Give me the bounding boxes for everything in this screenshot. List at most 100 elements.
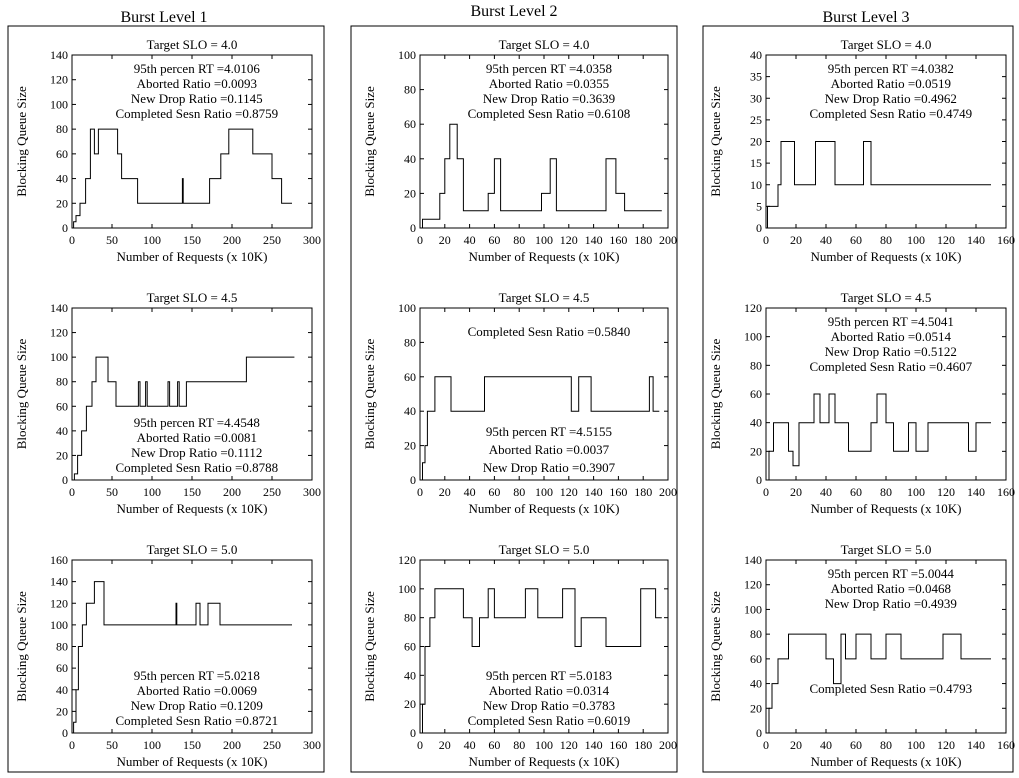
stats-annotation-line: Completed Sesn Ratio =0.4607 xyxy=(809,359,972,374)
x-tick-label: 20 xyxy=(790,738,802,752)
chart-title: Target SLO = 4.5 xyxy=(147,290,238,305)
chart-title: Target SLO = 4.0 xyxy=(147,37,238,52)
x-tick-label: 0 xyxy=(763,738,769,752)
stats-annotation-line: 95th percen RT =5.0044 xyxy=(828,566,955,581)
y-axis-label: Blocking Queue Size xyxy=(14,591,29,702)
y-tick-label: 60 xyxy=(750,652,762,666)
x-tick-label: 300 xyxy=(303,738,321,752)
x-tick-label: 60 xyxy=(850,233,862,247)
stats-annotation-line: Completed Sesn Ratio =0.8788 xyxy=(115,460,278,475)
chart-title: Target SLO = 4.5 xyxy=(499,290,590,305)
x-axis-label: Number of Requests (x 10K) xyxy=(117,249,268,264)
x-tick-label: 100 xyxy=(143,233,161,247)
stats-annotation-line: Aborted Ratio =0.0069 xyxy=(137,683,257,698)
stats-annotation-line: Aborted Ratio =0.0468 xyxy=(831,581,951,596)
y-tick-label: 5 xyxy=(756,199,762,213)
x-tick-label: 80 xyxy=(880,233,892,247)
x-tick-label: 40 xyxy=(464,738,476,752)
stats-annotation-line: Completed Sesn Ratio =0.5840 xyxy=(468,324,631,339)
y-tick-label: 80 xyxy=(404,611,416,625)
x-tick-label: 200 xyxy=(659,233,677,247)
y-tick-label: 0 xyxy=(410,726,416,740)
column-heading-1: Burst Level 1 xyxy=(120,9,207,26)
y-tick-label: 120 xyxy=(50,326,68,340)
y-axis-label: Blocking Queue Size xyxy=(14,339,29,450)
column-frame-1 xyxy=(7,25,325,773)
x-tick-label: 60 xyxy=(488,485,500,499)
y-tick-label: 20 xyxy=(750,135,762,149)
stats-annotation-line: New Drop Ratio =0.5122 xyxy=(825,344,957,359)
chart-panel: Target SLO = 4.5 Number of Requests (x 10… xyxy=(14,290,321,516)
x-tick-label: 160 xyxy=(997,738,1015,752)
chart-title: Target SLO = 4.0 xyxy=(499,37,590,52)
x-tick-label: 120 xyxy=(560,485,578,499)
chart-panel: Target SLO = 4.0 Number of Requests (x 10… xyxy=(14,37,321,264)
x-tick-label: 20 xyxy=(439,738,451,752)
y-tick-label: 20 xyxy=(750,701,762,715)
y-tick-label: 80 xyxy=(56,122,68,136)
stats-annotation-line: 95th percen RT =4.5155 xyxy=(486,424,612,439)
stats-annotation-line: New Drop Ratio =0.3783 xyxy=(483,698,615,713)
y-tick-label: 20 xyxy=(56,196,68,210)
charts-layer: Target SLO = 4.0 Number of Requests (x 10… xyxy=(14,37,1015,769)
y-tick-label: 60 xyxy=(56,399,68,413)
y-tick-label: 0 xyxy=(756,726,762,740)
x-tick-label: 200 xyxy=(223,485,241,499)
x-tick-label: 80 xyxy=(880,738,892,752)
stats-annotation-line: 95th percen RT =4.5041 xyxy=(828,314,954,329)
x-tick-label: 20 xyxy=(790,233,802,247)
x-tick-label: 250 xyxy=(263,738,281,752)
x-tick-label: 40 xyxy=(464,485,476,499)
x-tick-label: 60 xyxy=(488,738,500,752)
chart-title: Target SLO = 4.5 xyxy=(841,290,932,305)
x-tick-label: 300 xyxy=(303,233,321,247)
x-tick-label: 100 xyxy=(907,485,925,499)
y-tick-label: 80 xyxy=(404,335,416,349)
series-line xyxy=(766,393,991,481)
x-axis-label: Number of Requests (x 10K) xyxy=(469,249,620,264)
stats-annotation-line: 95th percen RT =4.4548 xyxy=(134,415,260,430)
y-tick-label: 100 xyxy=(50,350,68,364)
y-tick-label: 120 xyxy=(398,553,416,567)
x-tick-label: 50 xyxy=(106,233,118,247)
x-tick-label: 140 xyxy=(967,485,985,499)
stats-annotation-line: Aborted Ratio =0.0355 xyxy=(489,76,609,91)
x-tick-label: 20 xyxy=(439,233,451,247)
y-tick-label: 0 xyxy=(62,473,68,487)
y-tick-label: 80 xyxy=(56,640,68,654)
stats-annotation-line: New Drop Ratio =0.3639 xyxy=(483,91,615,106)
y-tick-label: 40 xyxy=(56,424,68,438)
stats-annotation-line: New Drop Ratio =0.4962 xyxy=(825,91,957,106)
y-tick-label: 60 xyxy=(750,387,762,401)
x-tick-label: 140 xyxy=(967,233,985,247)
y-tick-label: 20 xyxy=(750,444,762,458)
x-tick-label: 60 xyxy=(488,233,500,247)
y-tick-label: 100 xyxy=(398,301,416,315)
y-tick-label: 20 xyxy=(404,439,416,453)
y-tick-label: 160 xyxy=(50,553,68,567)
chart-panel: Target SLO = 4.0 Number of Requests (x 10… xyxy=(708,37,1015,264)
x-tick-label: 0 xyxy=(763,485,769,499)
x-tick-label: 250 xyxy=(263,233,281,247)
y-tick-label: 60 xyxy=(56,661,68,675)
y-axis-label: Blocking Queue Size xyxy=(708,591,723,702)
x-tick-label: 0 xyxy=(763,233,769,247)
x-tick-label: 80 xyxy=(880,485,892,499)
x-tick-label: 160 xyxy=(997,233,1015,247)
stats-annotation-line: Aborted Ratio =0.0519 xyxy=(831,76,951,91)
y-axis-label: Blocking Queue Size xyxy=(362,339,377,450)
stats-annotation-line: Aborted Ratio =0.0514 xyxy=(831,329,952,344)
stats-annotation-line: Aborted Ratio =0.0314 xyxy=(489,683,610,698)
y-tick-label: 140 xyxy=(50,575,68,589)
stats-annotation-line: 95th percen RT =4.0106 xyxy=(134,61,261,76)
series-line xyxy=(72,581,292,734)
stats-annotation-line: New Drop Ratio =0.1209 xyxy=(131,698,263,713)
y-tick-label: 20 xyxy=(404,697,416,711)
y-tick-label: 100 xyxy=(398,48,416,62)
chart-panel: Target SLO = 5.0 Number of Requests (x 10… xyxy=(708,542,1015,769)
chart-title: Target SLO = 5.0 xyxy=(841,542,932,557)
chart-panel: Target SLO = 4.5 Number of Requests (x 10… xyxy=(708,290,1015,516)
y-axis-label: Blocking Queue Size xyxy=(14,86,29,197)
x-tick-label: 150 xyxy=(183,233,201,247)
